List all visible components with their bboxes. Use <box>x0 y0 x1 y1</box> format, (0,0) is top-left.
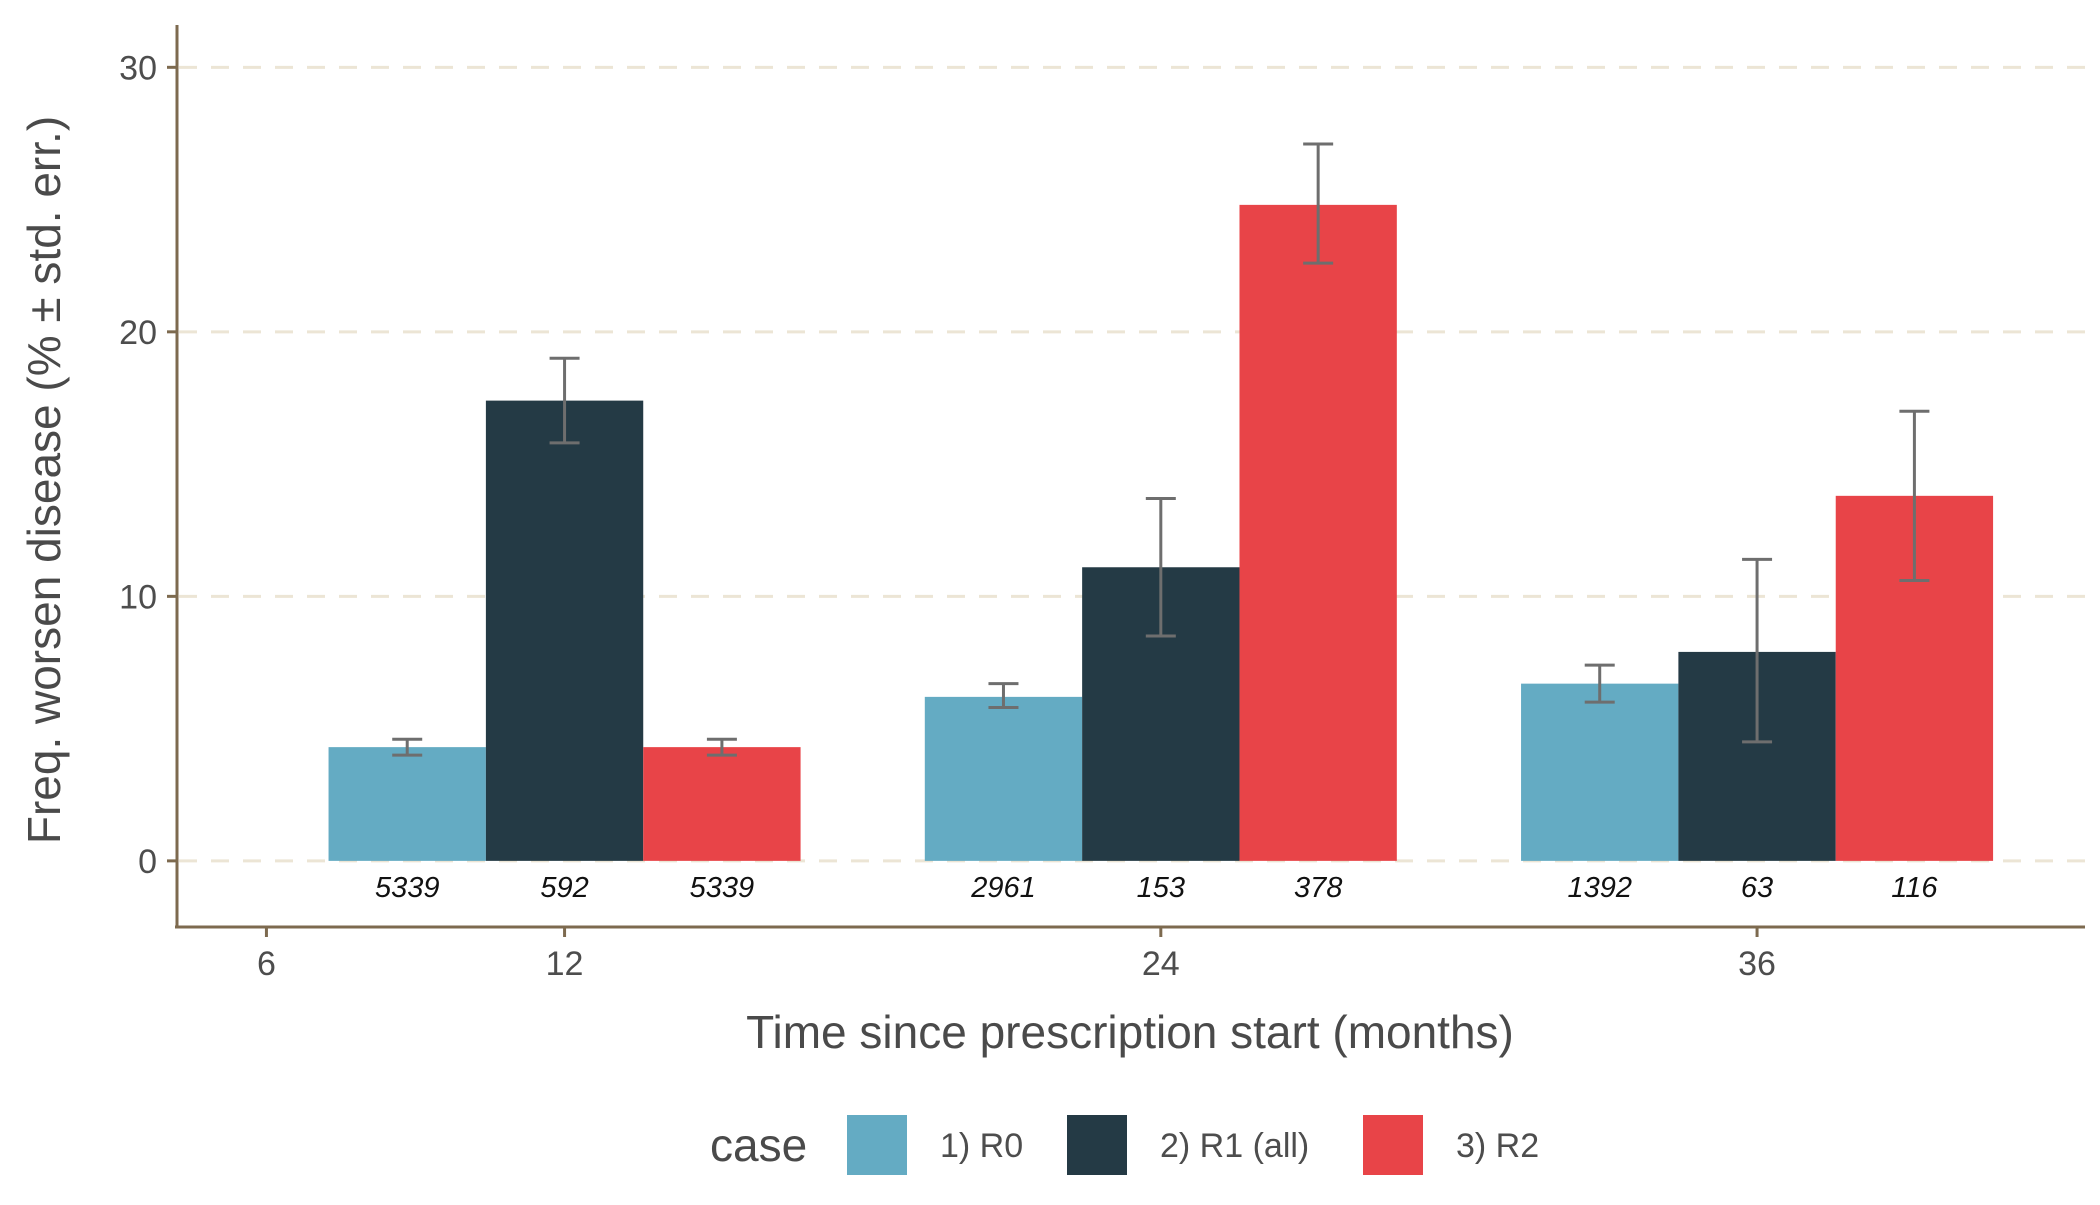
legend-swatch <box>847 1115 907 1175</box>
x-tick-label: 12 <box>546 945 584 983</box>
sample-size-label: 592 <box>540 872 588 904</box>
x-tick-labels: 6 12 24 36 <box>257 927 1776 983</box>
legend-swatch <box>1363 1115 1423 1175</box>
error-bar <box>1145 496 1176 638</box>
bar-12-series-1 <box>328 747 486 861</box>
x-axis-title: Time since prescription start (months) <box>746 1006 1514 1058</box>
bar-12-series-2 <box>485 400 644 861</box>
legend-item-series-3: 3) R2 <box>1363 1115 1539 1175</box>
y-tick-label: 10 <box>119 578 157 616</box>
sample-size-label: 2961 <box>970 872 1036 904</box>
error-bar <box>392 737 423 757</box>
bar-36-series-1 <box>1521 683 1679 861</box>
sample-size-label: 378 <box>1294 872 1342 904</box>
legend-items: 1) R0 2) R1 (all) 3) R2 <box>847 1115 1539 1175</box>
legend-item-series-2: 2) R1 (all) <box>1067 1115 1309 1175</box>
sample-size-labels: 5339 592 5339 2961 153 378 1392 63 116 <box>375 872 1938 904</box>
legend-label: 1) R0 <box>940 1127 1023 1165</box>
error-bar <box>1742 557 1773 744</box>
sample-size-label: 153 <box>1137 872 1185 904</box>
error-bars <box>392 142 1930 757</box>
error-bar <box>1899 409 1930 582</box>
error-bar <box>706 737 737 757</box>
sample-size-label: 63 <box>1741 872 1773 904</box>
legend-title: case <box>710 1119 807 1171</box>
legend-label: 2) R1 (all) <box>1160 1127 1309 1165</box>
y-axis-title: Freq. worsen disease (% ± std. err.) <box>18 116 70 844</box>
error-bar <box>988 682 1019 709</box>
x-tick-label: 6 <box>257 945 276 983</box>
x-tick-label: 36 <box>1738 945 1776 983</box>
legend-swatch <box>1067 1115 1127 1175</box>
bar-24-series-1 <box>924 696 1083 861</box>
error-bar <box>1584 663 1615 704</box>
error-bar <box>549 356 580 445</box>
legend-label: 3) R2 <box>1456 1127 1539 1165</box>
error-bar <box>1303 142 1334 265</box>
bars <box>328 204 1994 861</box>
y-tick-labels: 0 10 20 30 <box>119 49 177 881</box>
sample-size-label: 5339 <box>690 872 755 904</box>
sample-size-label: 5339 <box>375 872 440 904</box>
sample-size-label: 116 <box>1891 872 1938 904</box>
axes <box>175 25 2085 929</box>
y-tick-label: 30 <box>119 49 157 87</box>
bar-12-series-3 <box>643 747 801 861</box>
bar-24-series-3 <box>1239 204 1397 861</box>
sample-size-label: 1392 <box>1567 872 1632 904</box>
x-tick-label: 24 <box>1142 945 1180 983</box>
legend-item-series-1: 1) R0 <box>847 1115 1023 1175</box>
y-tick-label: 20 <box>119 314 157 352</box>
y-tick-label: 0 <box>138 843 157 881</box>
legend: case 1) R0 2) R1 (all) 3) R2 <box>710 1115 1539 1175</box>
